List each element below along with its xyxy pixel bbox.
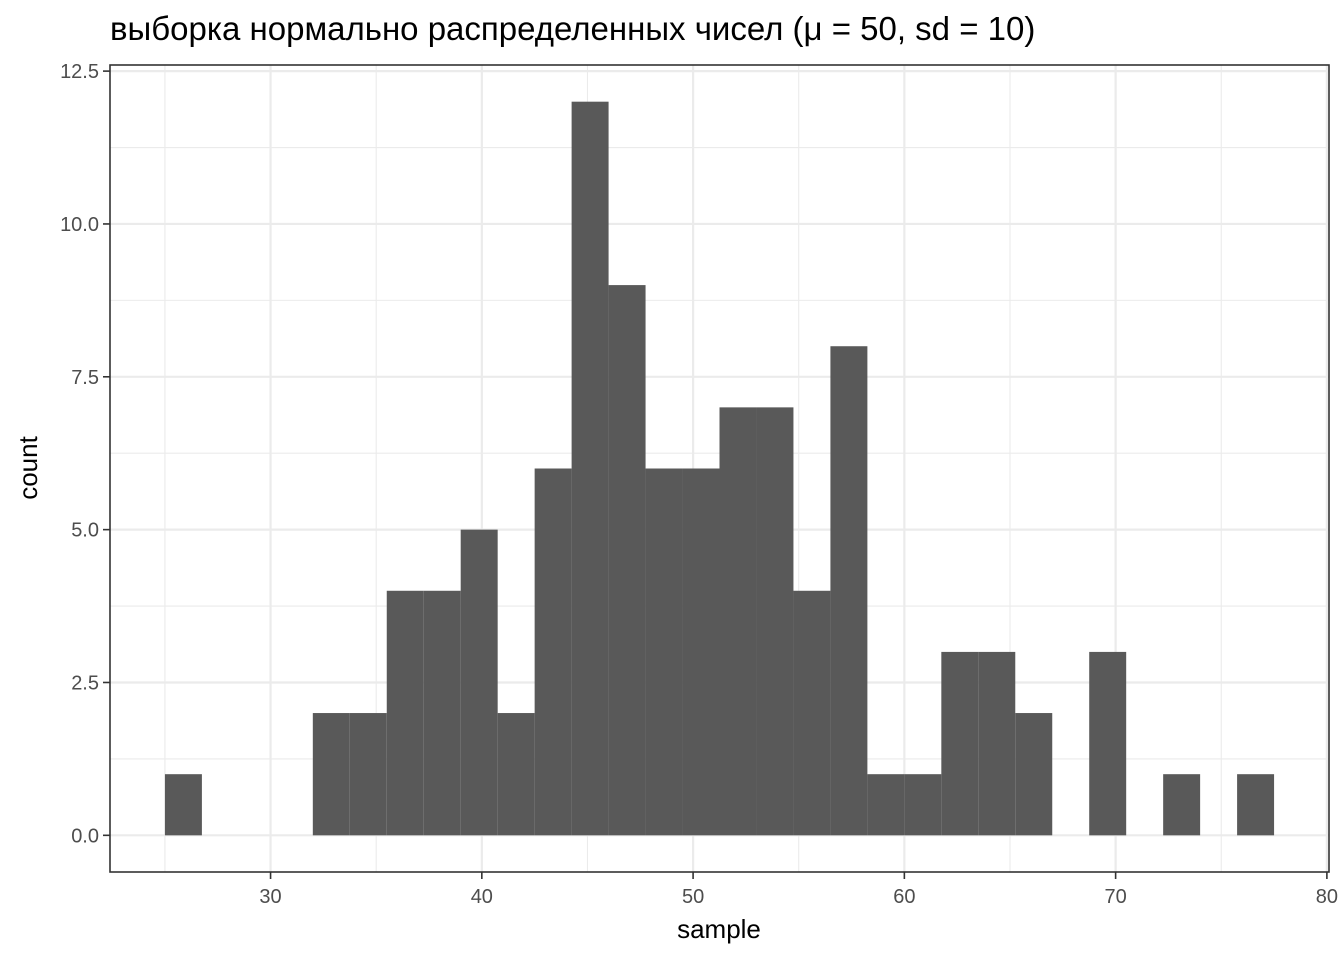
y-tick-label: 7.5 [71,367,99,389]
chart-title: выборка нормально распределенных чисел (… [110,10,1035,47]
x-axis-title: sample [677,914,761,944]
histogram-bar [793,590,831,836]
histogram-bar [423,590,461,836]
histogram-bar [830,346,868,836]
histogram-bar [941,651,979,836]
y-tick-label: 12.5 [60,61,99,83]
y-tick-label: 2.5 [71,672,99,694]
histogram-bar [460,529,498,836]
x-tick-label: 70 [1104,886,1126,908]
histogram-bar [1089,651,1127,836]
histogram-bar [645,468,683,836]
histogram-bars [164,101,1275,836]
y-axis-ticks: 0.0 2.5 5.0 7.5 10.0 12.5 [60,61,110,847]
histogram-bar [349,713,387,836]
histogram-bar [756,407,794,836]
x-tick-label: 50 [682,886,704,908]
histogram-bar [719,407,757,836]
histogram-bar [164,774,202,836]
panel-border [109,64,1330,873]
histogram-bar [497,713,535,836]
histogram-bar [978,651,1016,836]
y-tick-label: 5.0 [71,520,99,542]
histogram-bar [534,468,572,836]
histogram-bar [386,590,424,836]
histogram-bar [312,713,350,836]
histogram-bar [571,101,609,836]
histogram-bar [682,468,720,836]
histogram-bar [1015,713,1053,836]
x-tick-label: 80 [1316,886,1338,908]
histogram-bar [1163,774,1201,836]
x-tick-label: 40 [471,886,493,908]
histogram-bar [904,774,942,836]
y-tick-label: 10.0 [60,214,99,236]
x-axis-ticks: 30 40 50 60 70 80 [259,872,1338,908]
y-axis-title: count [13,435,43,499]
x-tick-label: 30 [259,886,281,908]
histogram-bar [867,774,905,836]
x-tick-label: 60 [893,886,915,908]
histogram-bar [1237,774,1275,836]
histogram-bar [608,285,646,836]
y-tick-label: 0.0 [71,825,99,847]
